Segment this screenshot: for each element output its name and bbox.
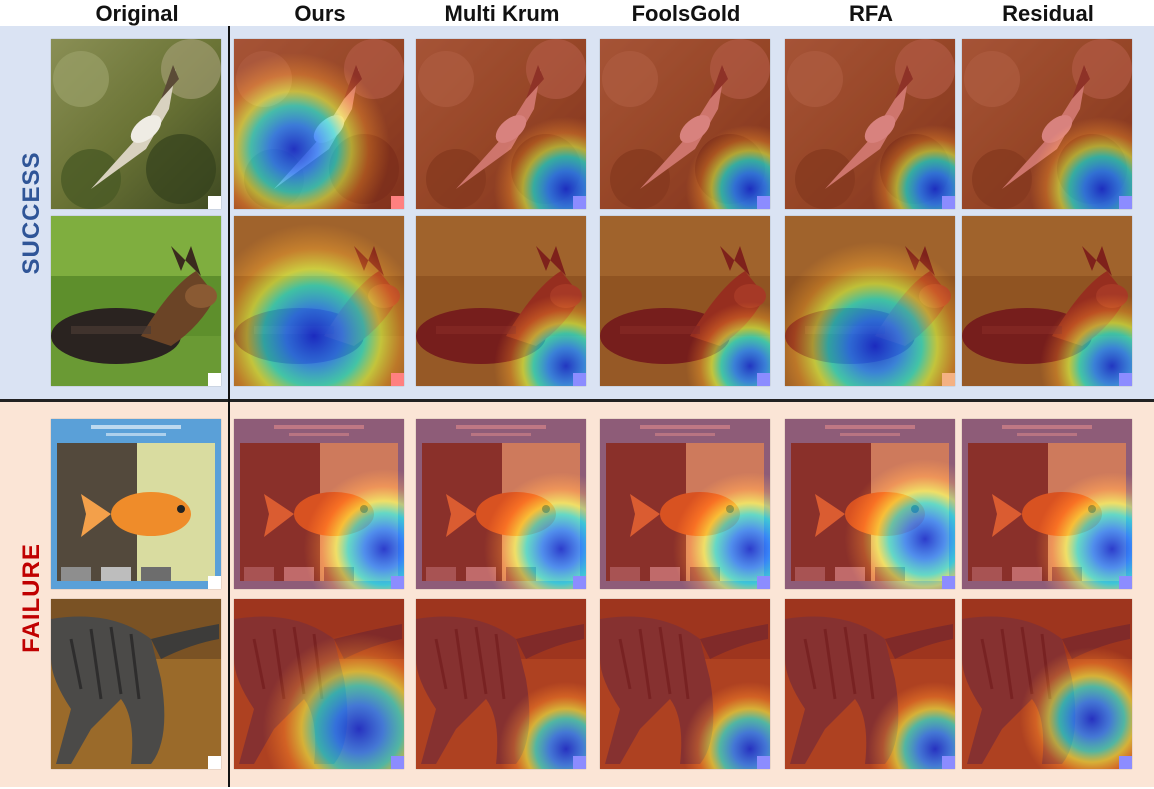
heatmap-image <box>962 599 1132 769</box>
original-image <box>51 216 221 386</box>
trigger-patch <box>391 576 404 589</box>
original-image <box>51 419 221 589</box>
trigger-patch <box>573 576 586 589</box>
trigger-patch <box>757 196 770 209</box>
heatmap-image <box>600 216 770 386</box>
heatmap-image <box>234 39 404 209</box>
trigger-patch <box>391 756 404 769</box>
trigger-patch <box>942 576 955 589</box>
heatmap-image <box>962 216 1132 386</box>
original-image <box>51 599 221 769</box>
header-foolsgold: FoolsGold <box>631 1 741 26</box>
success-label: SUCCESS <box>18 151 45 275</box>
heatmap-image <box>600 419 770 589</box>
heatmap-image <box>962 39 1132 209</box>
trigger-patch <box>573 196 586 209</box>
header-original: Original <box>95 1 179 26</box>
header-multi-krum: Multi Krum <box>444 1 560 26</box>
trigger-patch <box>208 373 221 386</box>
trigger-patch <box>391 373 404 386</box>
header-rfa: RFA <box>849 1 893 26</box>
trigger-patch <box>1119 756 1132 769</box>
heatmap-image <box>600 599 770 769</box>
trigger-patch <box>757 373 770 386</box>
trigger-patch <box>942 196 955 209</box>
heatmap-image <box>962 419 1132 589</box>
trigger-patch <box>942 373 955 386</box>
heatmap-image <box>785 599 955 769</box>
row-divider <box>0 399 1154 402</box>
header-ours: Ours <box>294 1 346 26</box>
heatmap-image <box>234 599 404 769</box>
trigger-patch <box>1119 373 1132 386</box>
trigger-patch <box>208 196 221 209</box>
heatmap-image <box>785 419 955 589</box>
trigger-patch <box>942 756 955 769</box>
trigger-patch <box>391 196 404 209</box>
column-divider <box>228 26 230 787</box>
trigger-patch <box>573 373 586 386</box>
heatmap-image <box>416 599 586 769</box>
trigger-patch <box>208 756 221 769</box>
heatmap-image <box>416 39 586 209</box>
heatmap-image <box>416 419 586 589</box>
failure-label: FAILURE <box>18 543 45 653</box>
heatmap-image <box>234 419 404 589</box>
trigger-patch <box>208 576 221 589</box>
original-image <box>51 39 221 209</box>
trigger-patch <box>573 756 586 769</box>
heatmap-image <box>785 39 955 209</box>
heatmap-image <box>600 39 770 209</box>
heatmap-image <box>234 216 404 386</box>
heatmap-image <box>785 216 955 386</box>
trigger-patch <box>1119 576 1132 589</box>
trigger-patch <box>1119 196 1132 209</box>
heatmap-image <box>416 216 586 386</box>
header-residual: Residual <box>1002 1 1094 26</box>
trigger-patch <box>757 756 770 769</box>
trigger-patch <box>757 576 770 589</box>
